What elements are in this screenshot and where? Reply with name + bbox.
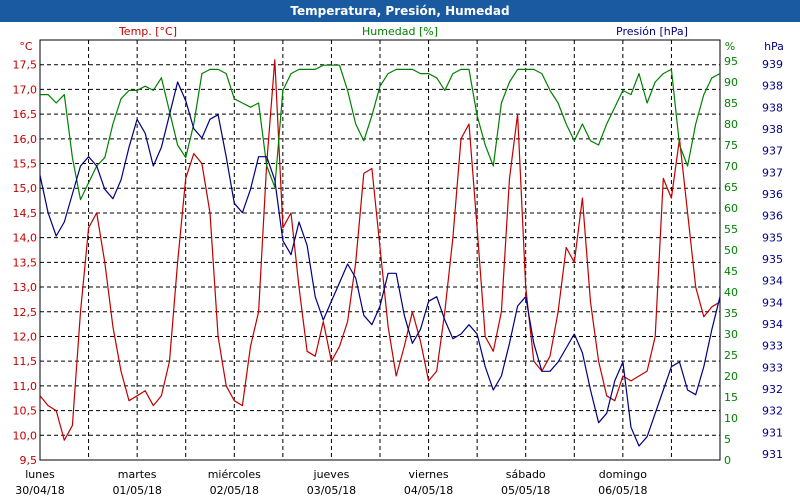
date-label: 06/05/18 <box>598 484 647 497</box>
pressure-tick-label: 934 <box>762 318 783 331</box>
humidity-tick-label: 50 <box>724 244 738 257</box>
plot-area <box>39 59 721 447</box>
temp-tick-label: 12,0 <box>13 330 38 343</box>
humidity-tick-label: 40 <box>724 286 738 299</box>
pressure-tick-label: 938 <box>762 123 783 136</box>
date-label: 05/05/18 <box>501 484 550 497</box>
day-label: domingo <box>599 468 647 481</box>
series-line-temp <box>39 59 721 441</box>
temp-tick-label: 15,5 <box>13 158 38 171</box>
pressure-tick-label: 938 <box>762 80 783 93</box>
humidity-tick-label: 30 <box>724 328 738 341</box>
temp-tick-label: 13,0 <box>13 281 38 294</box>
chart-title: Temperatura, Presión, Humedad <box>0 0 800 22</box>
temp-tick-label: 11,0 <box>13 380 38 393</box>
date-label: 30/04/18 <box>15 484 64 497</box>
humidity-tick-label: 15 <box>724 391 738 404</box>
date-label: 02/05/18 <box>210 484 259 497</box>
pressure-tick-label: 932 <box>762 383 783 396</box>
humidity-tick-label: 85 <box>724 97 738 110</box>
pressure-axis-title: Presión [hPa] <box>616 25 688 38</box>
humidity-tick-label: 45 <box>724 265 738 278</box>
date-label: 04/05/18 <box>404 484 453 497</box>
pressure-tick-label: 935 <box>762 231 783 244</box>
pressure-tick-label: 934 <box>762 275 783 288</box>
date-label: 03/05/18 <box>307 484 356 497</box>
pressure-tick-label: 931 <box>762 448 783 461</box>
humidity-tick-label: 80 <box>724 118 738 131</box>
pressure-tick-label: 933 <box>762 340 783 353</box>
temp-tick-label: 16,0 <box>13 133 38 146</box>
pressure-tick-label: 936 <box>762 188 783 201</box>
day-label: martes <box>118 468 157 481</box>
grid <box>39 39 721 461</box>
series-line-hum <box>40 64 721 201</box>
humidity-tick-label: 95 <box>724 55 738 68</box>
temp-tick-label: 12,5 <box>13 306 38 319</box>
humidity-tick-label: 75 <box>724 139 738 152</box>
pressure-tick-label: 939 <box>762 58 783 71</box>
temp-tick-label: 9,5 <box>20 454 38 467</box>
temp-tick-label: 13,5 <box>13 256 38 269</box>
temp-tick-label: 10,5 <box>13 405 38 418</box>
temp-tick-label: 14,0 <box>13 232 38 245</box>
humidity-tick-label: 55 <box>724 223 738 236</box>
humidity-axis-title: Humedad [%] <box>362 25 438 38</box>
humidity-tick-label: 5 <box>724 433 731 446</box>
temp-tick-label: 11,5 <box>13 355 38 368</box>
humidity-tick-label: 65 <box>724 181 738 194</box>
humidity-tick-label: 70 <box>724 160 738 173</box>
humidity-tick-label: 0 <box>724 454 731 467</box>
humidity-tick-label: 60 <box>724 202 738 215</box>
day-label: sábado <box>506 468 546 481</box>
pressure-tick-label: 932 <box>762 405 783 418</box>
pressure-tick-label: 937 <box>762 145 783 158</box>
humidity-unit-label: % <box>725 40 735 53</box>
humidity-tick-label: 25 <box>724 349 738 362</box>
pressure-tick-label: 936 <box>762 210 783 223</box>
pressure-tick-label: 937 <box>762 166 783 179</box>
humidity-tick-label: 20 <box>724 370 738 383</box>
day-label: miércoles <box>208 468 261 481</box>
humidity-tick-label: 10 <box>724 412 738 425</box>
pressure-tick-label: 931 <box>762 426 783 439</box>
pressure-tick-label: 938 <box>762 101 783 114</box>
temp-axis-title: Temp. [°C] <box>118 25 177 38</box>
humidity-tick-label: 90 <box>724 76 738 89</box>
day-label: lunes <box>25 468 55 481</box>
series-line-pres <box>39 81 721 447</box>
temp-tick-label: 10,0 <box>13 429 38 442</box>
temp-tick-label: 15,0 <box>13 182 38 195</box>
temp-tick-label: 16,5 <box>13 108 38 121</box>
pressure-tick-label: 934 <box>762 296 783 309</box>
axes: 9,5 10,0 10,5 11,0 11,5 12,0 12,5 13,0 13,5 14,0 1… <box>13 55 784 497</box>
day-label: viernes <box>409 468 449 481</box>
humidity-tick-label: 35 <box>724 307 738 320</box>
pressure-unit-label: hPa <box>764 40 784 53</box>
temp-tick-label: 17,5 <box>13 59 38 72</box>
temp-unit-label: °C <box>19 40 33 53</box>
temp-tick-label: 17,0 <box>13 83 38 96</box>
pressure-tick-label: 933 <box>762 361 783 374</box>
temp-tick-label: 14,5 <box>13 207 38 220</box>
day-label: jueves <box>313 468 350 481</box>
pressure-tick-label: 935 <box>762 253 783 266</box>
date-label: 01/05/18 <box>112 484 161 497</box>
